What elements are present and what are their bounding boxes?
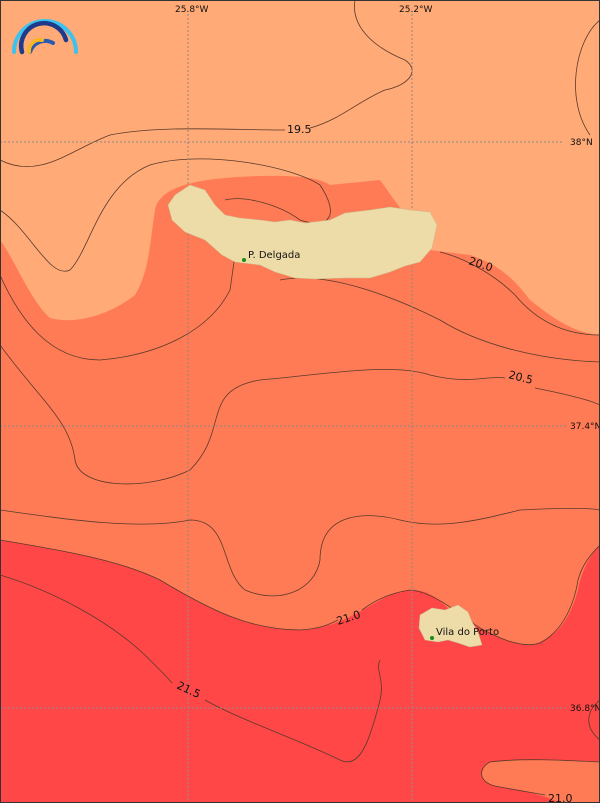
contour-label: 20.5 bbox=[507, 368, 534, 387]
band-light bbox=[0, 0, 600, 335]
city-label: Vila do Porto bbox=[436, 627, 499, 638]
lon-label: 25.2°W bbox=[399, 5, 433, 15]
logo bbox=[12, 19, 78, 55]
contour-label: 21.0 bbox=[548, 792, 573, 803]
lat-label: 37.4°N bbox=[570, 422, 600, 432]
island-santa-maria bbox=[418, 604, 483, 648]
lat-label: 36.8°N bbox=[570, 704, 600, 714]
graticule bbox=[0, 14, 568, 803]
city-marker bbox=[430, 636, 434, 640]
city-label: P. Delgada bbox=[248, 250, 300, 261]
lon-label: 25.8°W bbox=[175, 5, 209, 15]
lat-label: 38°N bbox=[570, 138, 593, 148]
city-marker bbox=[242, 258, 246, 262]
island-sao-miguel bbox=[167, 184, 438, 280]
contour-label: 19.5 bbox=[287, 123, 312, 136]
band-mid-blob bbox=[481, 759, 600, 803]
band-dark bbox=[0, 540, 600, 803]
